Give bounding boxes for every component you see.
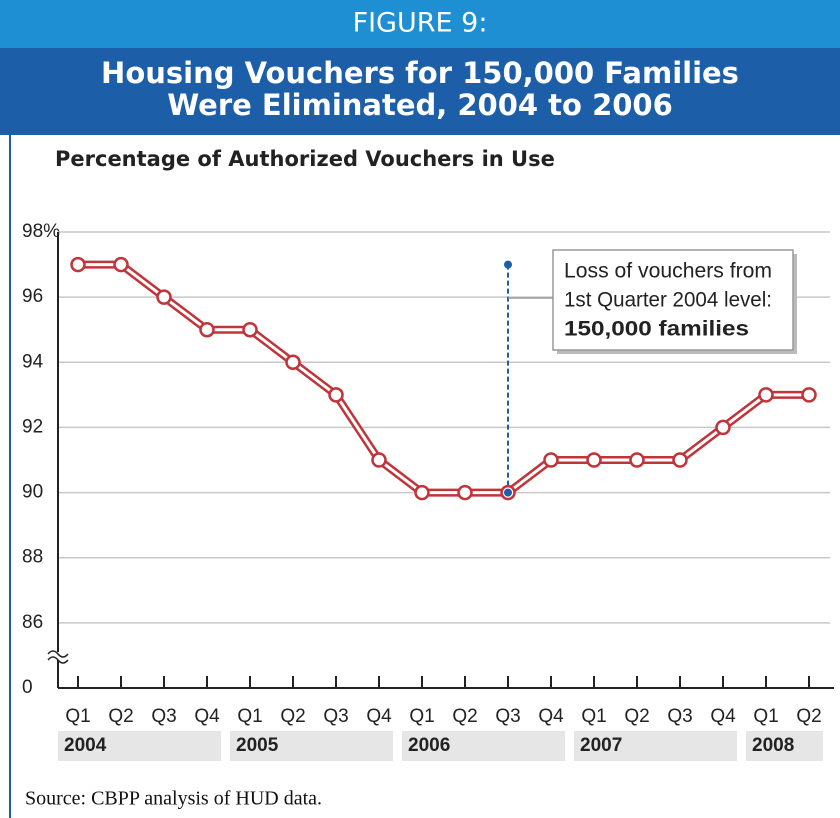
point [758,387,774,403]
x-tick-label: Q1 [65,706,90,727]
chart-title: Were Eliminated, 2004 to 2006 [167,88,673,122]
point [457,484,473,501]
annotation-box [552,249,794,351]
year-band [230,731,393,761]
annotation-text: Loss of vouchers from [564,260,772,283]
x-tick-label: Q1 [581,706,606,727]
year-label: 2008 [752,735,794,756]
point [156,289,172,305]
point [629,452,645,468]
y-tick-label: 0 [22,677,33,698]
point [285,354,301,371]
x-tick-label: Q2 [452,706,477,727]
y-tick-label: 90 [22,482,43,503]
x-tick-label: Q4 [366,706,392,727]
year-band [402,731,565,761]
x-tick-label: Q3 [151,706,176,727]
point [242,321,258,338]
figure-band [0,0,840,48]
x-tick-label: Q2 [796,706,821,727]
y-tick-label: 98% [22,221,60,242]
x-tick-label: Q2 [108,706,133,727]
annotation-dot [504,488,512,497]
point [715,419,731,436]
y-tick-label: 96 [22,286,43,307]
x-tick-label: Q4 [710,706,736,727]
x-tick-label: Q2 [280,706,305,727]
chart-title: Housing Vouchers for 150,000 Families [101,56,739,90]
point [70,256,86,273]
y-tick-label: 92 [22,416,43,437]
year-label: 2004 [64,735,107,756]
figure-label: FIGURE 9: [353,8,488,39]
line-inner [78,263,809,495]
point [113,256,129,273]
y-tick-label: 88 [22,547,43,568]
x-tick-label: Q4 [538,706,564,727]
point [371,452,387,468]
year-band [574,731,737,761]
annotation-text: 1st Quarter 2004 level: [564,289,772,312]
x-tick-label: Q4 [194,706,220,727]
year-band [58,731,221,761]
axis-break-gap [50,652,66,660]
x-tick-label: Q1 [409,706,434,727]
point [328,387,344,403]
annotation-dot [504,260,512,269]
point [199,321,215,338]
source: Source: CBPP analysis of HUD data. [25,788,322,810]
y-tick-label: 94 [22,351,44,372]
point [586,452,602,468]
year-label: 2005 [236,735,279,756]
axis-break [47,650,69,664]
x-tick-label: Q3 [323,706,348,727]
x-tick-label: Q2 [624,706,649,727]
year-label: 2007 [580,735,622,756]
point [414,484,430,501]
point [672,452,688,468]
x-tick-label: Q1 [753,706,778,727]
point [543,452,559,468]
year-band [746,731,823,761]
annotation-text: 150,000 families [564,318,749,341]
year-label: 2006 [408,735,450,756]
point [801,387,817,403]
y-tick-label: 86 [22,612,43,633]
x-tick-label: Q3 [495,706,520,727]
subtitle: Percentage of Authorized Vouchers in Use [55,147,555,171]
title-band [0,48,840,135]
x-tick-label: Q3 [667,706,692,727]
x-tick-label: Q1 [237,706,262,727]
